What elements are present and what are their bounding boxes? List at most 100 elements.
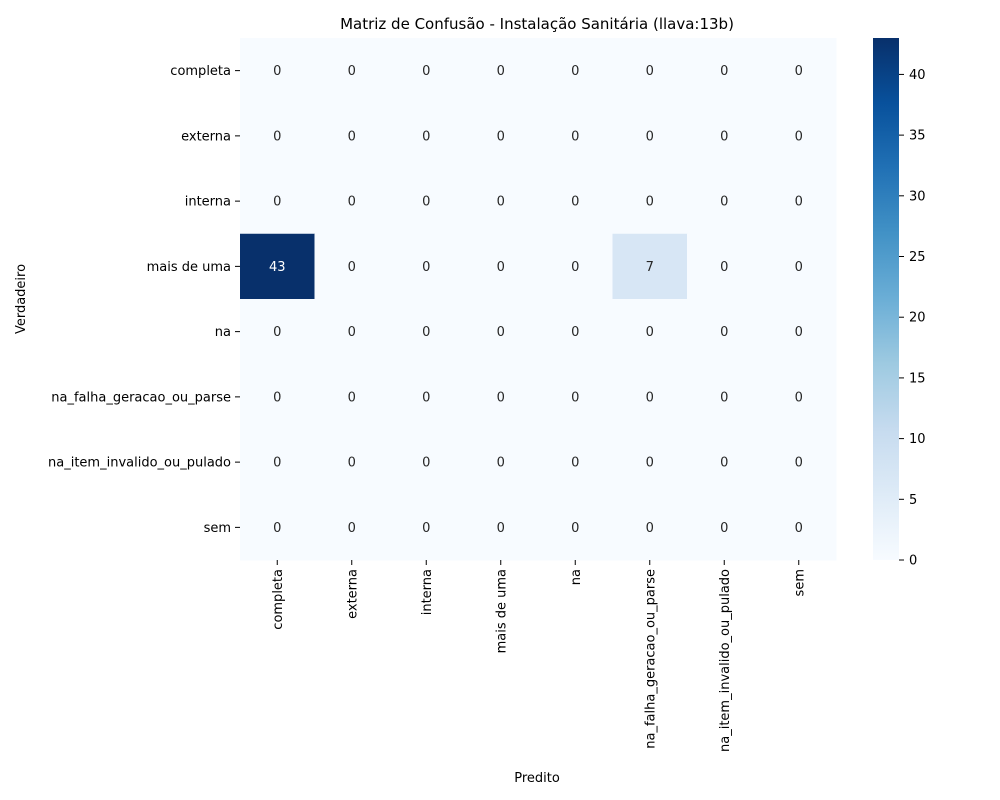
cell-value-label: 0 [497, 325, 505, 340]
heatmap-cell [389, 299, 464, 365]
y-tick-label: na [215, 325, 231, 340]
heatmap-cell [314, 429, 390, 496]
heatmap-cell [761, 364, 837, 430]
heatmap-cell [240, 168, 315, 235]
heatmap-cell [240, 233, 315, 300]
cell-value-label: 0 [273, 456, 281, 471]
heatmap-cell [687, 429, 762, 496]
cell-value-label: 0 [646, 129, 654, 144]
cell-value-label: 0 [571, 64, 579, 79]
cell-value-label: 0 [571, 129, 579, 144]
y-tick-label: sem [204, 521, 231, 536]
cell-value-label: 0 [646, 195, 654, 210]
colorbar-tick-label: 40 [909, 68, 926, 83]
cell-value-label: 0 [348, 325, 356, 340]
heatmap-cell [612, 429, 688, 496]
heatmap-cells [240, 38, 837, 561]
y-tick-label: completa [170, 64, 231, 79]
heatmap-cell [463, 168, 539, 235]
y-axis: completa externa interna mais de uma na na_fa… [48, 64, 240, 536]
heatmap-cell [687, 38, 762, 104]
colorbar-tick-label: 25 [909, 250, 926, 265]
x-tick-label: mais de uma [494, 569, 509, 653]
heatmap-cell [463, 38, 539, 104]
heatmap-cell [538, 429, 613, 496]
heatmap-cell-labels: 0 0 0 0 0 0 0 0 0 0 0 0 0 0 0 0 0 0 0 0 0 0 0 0 43 0 0 0 0 7 0 0 0 0 0 0 0 0 0… [269, 64, 803, 536]
cell-value-label: 0 [348, 129, 356, 144]
cell-value-label: 0 [720, 325, 728, 340]
heatmap-cell [463, 233, 539, 300]
heatmap-cell [761, 38, 837, 104]
heatmap-cell [314, 299, 390, 365]
heatmap-cell [761, 429, 837, 496]
cell-value-label: 0 [795, 325, 803, 340]
heatmap-cell [687, 299, 762, 365]
heatmap-cell [389, 429, 464, 496]
x-tick-label: na [569, 569, 584, 585]
cell-value-label: 0 [348, 195, 356, 210]
heatmap-cell [240, 299, 315, 365]
heatmap-cell [538, 299, 613, 365]
cell-value-label: 0 [646, 390, 654, 405]
heatmap-cell [389, 168, 464, 235]
cell-value-label: 0 [273, 325, 281, 340]
cell-value-label: 0 [422, 456, 430, 471]
cell-value-label: 0 [273, 521, 281, 536]
heatmap-cell [463, 364, 539, 430]
heatmap-cell [761, 299, 837, 365]
cell-value-label: 0 [273, 64, 281, 79]
colorbar [873, 38, 899, 560]
colorbar-ticks: 0 5 10 15 20 25 30 35 40 [899, 68, 926, 569]
heatmap-cell [612, 103, 688, 169]
heatmap-cell [538, 103, 613, 169]
cell-value-label: 0 [497, 129, 505, 144]
heatmap-cell [612, 494, 688, 561]
cell-value-label: 0 [571, 390, 579, 405]
heatmap-cell [761, 494, 837, 561]
y-tick-label: externa [181, 129, 231, 144]
heatmap-cell [314, 38, 390, 104]
colorbar-tick-label: 10 [909, 432, 926, 447]
cell-value-label: 0 [646, 521, 654, 536]
cell-value-label: 0 [720, 260, 728, 275]
cell-value-label: 0 [348, 521, 356, 536]
cell-value-label: 0 [720, 195, 728, 210]
heatmap-cell [612, 364, 688, 430]
colorbar-tick-label: 30 [909, 189, 926, 204]
heatmap-cell [538, 168, 613, 235]
cell-value-label: 0 [795, 195, 803, 210]
cell-value-label: 0 [348, 390, 356, 405]
cell-value-label: 0 [720, 129, 728, 144]
cell-value-label: 0 [497, 64, 505, 79]
heatmap-cell [687, 364, 762, 430]
colorbar-tick-label: 35 [909, 129, 926, 144]
heatmap-cell [389, 494, 464, 561]
cell-value-label: 0 [497, 195, 505, 210]
cell-value-label: 0 [795, 521, 803, 536]
heatmap-cell [761, 233, 837, 300]
heatmap-cell [612, 299, 688, 365]
heatmap-cell [240, 494, 315, 561]
cell-value-label: 0 [795, 260, 803, 275]
heatmap-cell [389, 364, 464, 430]
cell-value-label: 0 [571, 325, 579, 340]
heatmap-cell [463, 103, 539, 169]
heatmap-cell [314, 233, 390, 300]
cell-value-label: 0 [571, 521, 579, 536]
heatmap-cell [761, 168, 837, 235]
heatmap-cell [538, 364, 613, 430]
cell-value-label: 0 [646, 456, 654, 471]
cell-value-label: 0 [571, 456, 579, 471]
x-tick-label: na_item_invalido_ou_pulado [718, 569, 733, 752]
heatmap-cell [538, 233, 613, 300]
heatmap-cell [463, 429, 539, 496]
heatmap-cell [687, 233, 762, 300]
heatmap-cell [538, 494, 613, 561]
x-tick-label: completa [271, 569, 286, 630]
cell-value-label: 0 [646, 325, 654, 340]
cell-value-label: 7 [646, 260, 654, 275]
cell-value-label: 0 [422, 390, 430, 405]
heatmap-cell [761, 103, 837, 169]
cell-value-label: 0 [720, 64, 728, 79]
